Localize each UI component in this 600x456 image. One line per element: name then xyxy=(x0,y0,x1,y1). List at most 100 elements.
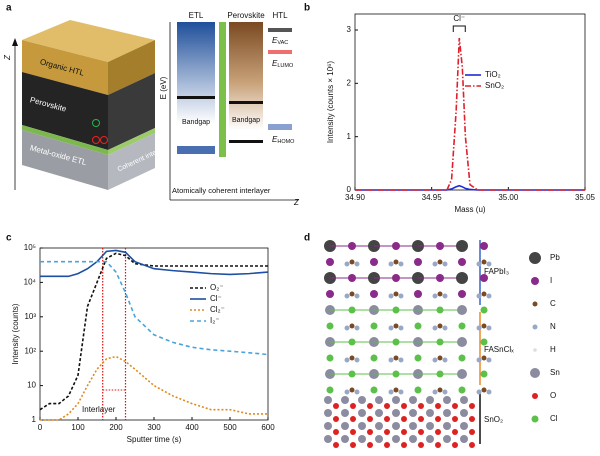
axis-label: Z xyxy=(3,54,12,61)
atom xyxy=(392,422,400,430)
legend-label: H xyxy=(550,345,556,354)
atom xyxy=(375,435,383,443)
legend-atom xyxy=(532,393,538,399)
atom xyxy=(418,429,424,435)
atom xyxy=(326,322,334,330)
atom xyxy=(409,435,417,443)
level xyxy=(177,146,215,154)
atom xyxy=(443,435,451,443)
atom xyxy=(476,261,482,267)
atom xyxy=(375,396,383,404)
atom xyxy=(458,258,466,266)
x-tick-label: 300 xyxy=(147,423,161,432)
atom xyxy=(437,291,443,297)
atom xyxy=(384,429,390,435)
series-line xyxy=(40,260,269,356)
atom xyxy=(349,291,355,297)
atom xyxy=(350,429,356,435)
atom xyxy=(480,338,488,346)
legend-label: O xyxy=(550,391,556,400)
x-axis-label: Sputter time (s) xyxy=(127,435,182,444)
atom xyxy=(401,429,407,435)
legend-atom xyxy=(531,415,539,423)
atom xyxy=(350,403,356,409)
y-axis-label: Intensity (counts) xyxy=(11,303,20,364)
atom xyxy=(414,354,422,362)
y-tick-label: 2 xyxy=(347,78,352,87)
level-label: ELUMO xyxy=(272,59,294,69)
level xyxy=(268,124,292,130)
y-tick-label: 3 xyxy=(347,25,352,34)
atom xyxy=(349,355,355,361)
region-label: FASnClₓ xyxy=(484,345,514,354)
column-label: Perovskite xyxy=(227,11,265,20)
y-tick-label: 10 xyxy=(27,381,36,390)
x-tick-label: 35.00 xyxy=(498,193,519,202)
axis-label: E (eV) xyxy=(159,76,168,99)
atom xyxy=(393,387,399,393)
layer-side xyxy=(108,128,155,155)
atom xyxy=(409,396,417,404)
x-tick-label: 500 xyxy=(223,423,237,432)
atom xyxy=(367,416,373,422)
layer-interlayer xyxy=(22,125,108,155)
x-tick-label: 600 xyxy=(261,423,275,432)
atom xyxy=(469,429,475,435)
atom xyxy=(435,403,441,409)
level xyxy=(268,50,292,54)
atom xyxy=(418,403,424,409)
panel-label: a xyxy=(6,3,12,14)
atom xyxy=(341,396,349,404)
atom xyxy=(458,322,466,330)
series-line xyxy=(39,252,268,411)
atom xyxy=(367,429,373,435)
atom xyxy=(375,409,383,417)
atom xyxy=(432,389,438,395)
x-axis-label: Mass (u) xyxy=(454,205,485,214)
atom xyxy=(401,442,407,448)
layer-side xyxy=(108,73,155,150)
atom xyxy=(358,409,366,417)
atom xyxy=(458,290,466,298)
x-tick-label: 200 xyxy=(109,423,123,432)
layer-stack: Organic HTL Perovskite Metal-oxide ETL C… xyxy=(3,20,174,190)
atom xyxy=(324,409,332,417)
atom xyxy=(452,442,458,448)
atom xyxy=(452,416,458,422)
atom xyxy=(437,323,443,329)
atom xyxy=(443,422,451,430)
x-tick-label: 34.90 xyxy=(345,193,366,202)
legend-label: Cl⁻ xyxy=(210,294,222,303)
atom xyxy=(324,435,332,443)
atom xyxy=(393,355,399,361)
atom xyxy=(458,386,466,394)
atom xyxy=(426,435,434,443)
atom xyxy=(349,323,355,329)
atom xyxy=(341,409,349,417)
atom xyxy=(452,403,458,409)
series-line xyxy=(40,355,268,421)
atom xyxy=(326,258,334,266)
atom xyxy=(398,261,404,267)
atom xyxy=(469,403,475,409)
atom xyxy=(476,389,482,395)
legend-label: Sn xyxy=(550,368,560,377)
atom xyxy=(393,323,399,329)
electron xyxy=(100,136,108,144)
annotation-bracket xyxy=(452,25,466,32)
atom xyxy=(486,293,492,299)
annotation: Cl⁻ xyxy=(453,14,465,23)
legend-label: N xyxy=(550,322,556,331)
atom xyxy=(456,272,468,284)
atom xyxy=(375,422,383,430)
atom xyxy=(398,357,404,363)
x-tick-label: 400 xyxy=(185,423,199,432)
atom xyxy=(333,403,339,409)
layer-perovskite xyxy=(22,72,108,150)
panel-label: b xyxy=(304,3,310,14)
layer-htl xyxy=(22,40,108,95)
atom xyxy=(442,357,448,363)
atom xyxy=(486,357,492,363)
atom xyxy=(367,442,373,448)
legend-label: TiO₂ xyxy=(485,70,501,79)
